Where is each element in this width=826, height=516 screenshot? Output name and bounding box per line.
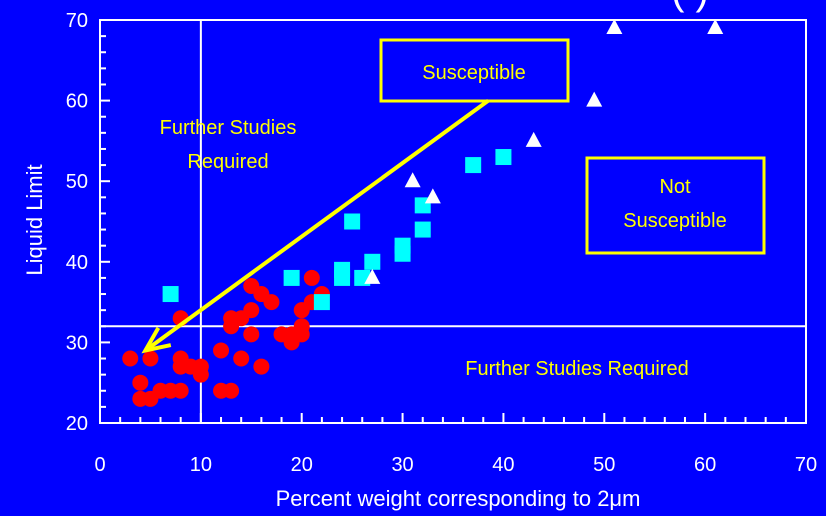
further-studies-left-line1: Further Studies — [160, 117, 297, 139]
circle-point — [213, 342, 230, 359]
not-susceptible-line1: Not — [659, 176, 691, 198]
y-tick-label: 40 — [66, 252, 88, 274]
circle-point — [263, 294, 280, 311]
x-axis-title: Percent weight corresponding to 2μm — [276, 486, 641, 511]
x-tick-label: 60 — [694, 454, 716, 476]
circle-point — [253, 358, 270, 375]
square-point — [313, 294, 330, 311]
chart-title-fragment: ( ) — [671, 0, 709, 13]
triangle-point — [707, 19, 724, 35]
circle-point — [293, 326, 310, 343]
arrow-head — [141, 326, 172, 354]
not-susceptible-box — [585, 156, 766, 255]
y-tick-label: 20 — [66, 413, 88, 435]
triangle-point — [586, 91, 603, 107]
circle-point — [172, 382, 189, 399]
circle-point — [132, 374, 149, 391]
square-point — [283, 269, 300, 286]
square-point — [495, 149, 512, 166]
plot-frame — [99, 19, 807, 424]
circle-point — [192, 366, 209, 383]
circle-point — [142, 350, 159, 367]
square-point — [364, 253, 381, 270]
circle-point — [233, 350, 250, 367]
x-tick-label: 70 — [795, 454, 817, 476]
x-axis: 0 10 20 30 40 50 60 70 — [94, 413, 817, 476]
triangle-point — [606, 19, 623, 35]
square-point — [162, 286, 179, 303]
triangle-point — [404, 172, 421, 188]
y-axis-title: Liquid Limit — [22, 164, 47, 275]
y-tick-label: 70 — [66, 10, 88, 32]
x-tick-label: 30 — [391, 454, 413, 476]
square-point — [465, 157, 482, 174]
x-tick-label: 10 — [190, 454, 212, 476]
y-tick-label: 60 — [66, 91, 88, 113]
further-studies-bottom: Further Studies Required — [465, 358, 688, 380]
y-tick-label: 50 — [66, 171, 88, 193]
further-studies-left-line2: Required — [187, 151, 268, 173]
boundary-lines — [100, 20, 806, 423]
square-point — [414, 221, 431, 238]
data-points — [122, 19, 724, 407]
circle-point — [303, 269, 320, 286]
x-tick-label: 20 — [291, 454, 313, 476]
susceptible-box — [379, 38, 570, 103]
arrow-shaft — [144, 98, 490, 353]
circle-point — [243, 326, 260, 343]
x-tick-label: 50 — [593, 454, 615, 476]
not-susceptible-line2: Susceptible — [623, 210, 726, 232]
triangle-point — [364, 268, 381, 284]
circle-point — [243, 302, 260, 319]
circle-point — [122, 350, 139, 367]
square-point — [344, 213, 361, 230]
square-point — [334, 269, 351, 286]
circle-point — [223, 382, 240, 399]
susceptible-label: Susceptible — [422, 62, 525, 84]
triangle-point — [424, 188, 441, 204]
square-point — [394, 245, 411, 262]
y-tick-label: 30 — [66, 332, 88, 354]
y-axis: 20 30 40 50 60 70 — [66, 10, 110, 435]
triangle-point — [525, 131, 542, 147]
x-tick-label: 0 — [94, 454, 105, 476]
x-tick-label: 40 — [492, 454, 514, 476]
susceptible-arrow — [141, 98, 490, 354]
